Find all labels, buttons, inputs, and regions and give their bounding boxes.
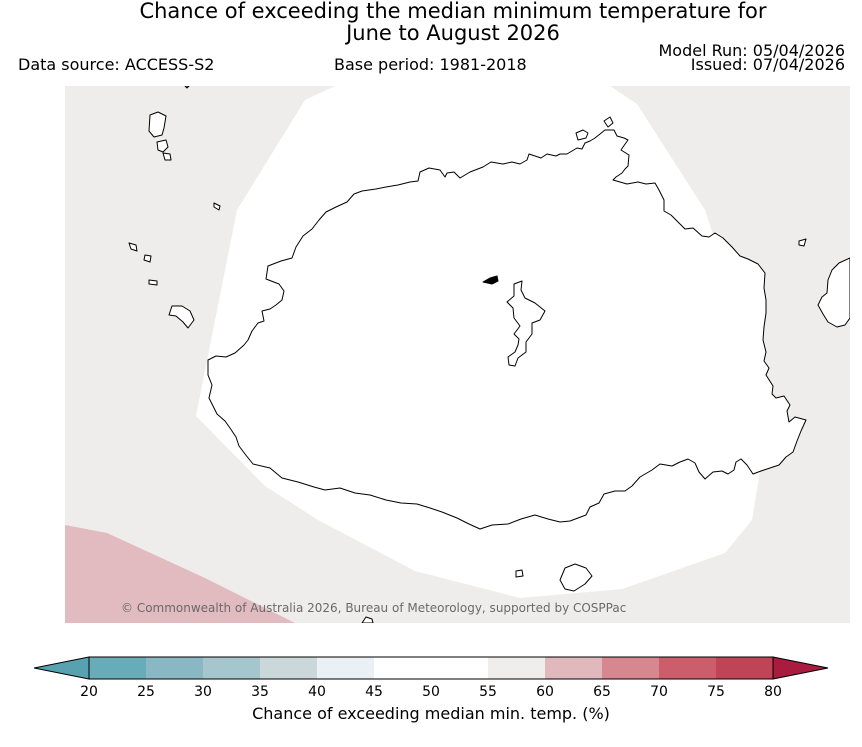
data-source-label: Data source: ACCESS-S2 [18, 55, 215, 74]
map-title-line-1: Chance of exceeding the median minimum t… [139, 0, 767, 23]
colorbar-tick-label: 50 [422, 684, 440, 700]
colorbar-tick-label: 70 [650, 684, 668, 700]
colorbar-tick-label: 55 [479, 684, 497, 700]
main-island-coastline [207, 129, 807, 530]
islet-west-e [128, 242, 138, 252]
colorbar-bin [431, 657, 488, 679]
islet-west-f [143, 254, 152, 263]
colorbar-over-arrow [772, 656, 829, 680]
center-island-coastline [506, 280, 546, 367]
islet-north-edge [184, 86, 190, 89]
islet-west-b [156, 139, 169, 153]
islet-west-a [148, 111, 167, 138]
islet-east-a [798, 238, 807, 247]
coastlines [128, 86, 850, 623]
eastern-island-coastline [817, 257, 850, 328]
colorbar-tick-label: 75 [707, 684, 725, 700]
islet-west-h [168, 305, 195, 329]
colorbar-bin [659, 657, 716, 679]
colorbar-tick-label: 25 [137, 684, 155, 700]
colorbar-bin [374, 657, 431, 679]
colorbar-bin [317, 657, 374, 679]
colorbar-bin [602, 657, 659, 679]
colorbar-outline [88, 656, 774, 680]
colorbar-tick-label: 45 [365, 684, 383, 700]
islet-north-a [575, 129, 589, 141]
colorbar-bin [545, 657, 602, 679]
islet-west-d [213, 202, 221, 211]
islet-north-b [603, 116, 614, 128]
colorbar-tick-label: 20 [80, 684, 98, 700]
model-run-label: Model Run: 05/04/2026 [658, 41, 846, 60]
colorbar-bin [716, 657, 773, 679]
islet-south-c [361, 616, 374, 623]
colorbar-bin [203, 657, 260, 679]
colorbar-tick-label: 65 [593, 684, 611, 700]
warm-probability-region [65, 525, 295, 623]
base-period-label: Base period: 1981-2018 [334, 55, 527, 74]
copyright-notice: © Commonwealth of Australia 2026, Bureau… [121, 601, 627, 615]
issued-label: Issued: 07/04/2026 [690, 55, 845, 74]
forecast-map [65, 86, 850, 623]
colorbar-tick-label: 80 [764, 684, 782, 700]
colorbar-bin [260, 657, 317, 679]
colorbar [34, 656, 829, 680]
colorbar-tick-label: 40 [308, 684, 326, 700]
colorbar-tick-label: 60 [536, 684, 554, 700]
colorbar-tick-label: 30 [194, 684, 212, 700]
colorbar-bin [89, 657, 146, 679]
islet-west-c [162, 152, 172, 161]
colorbar-bin [146, 657, 203, 679]
colorbar-under-arrow [34, 656, 90, 680]
tiny-islet-north [482, 275, 499, 285]
islet-west-g [148, 279, 158, 286]
colorbar-label: Chance of exceeding median min. temp. (%… [252, 704, 610, 723]
islet-south-b [559, 563, 593, 592]
islet-south-a [515, 569, 524, 578]
map-title-line-2: June to August 2026 [346, 21, 560, 45]
colorbar-tick-label: 35 [251, 684, 269, 700]
colorbar-bin [488, 657, 545, 679]
